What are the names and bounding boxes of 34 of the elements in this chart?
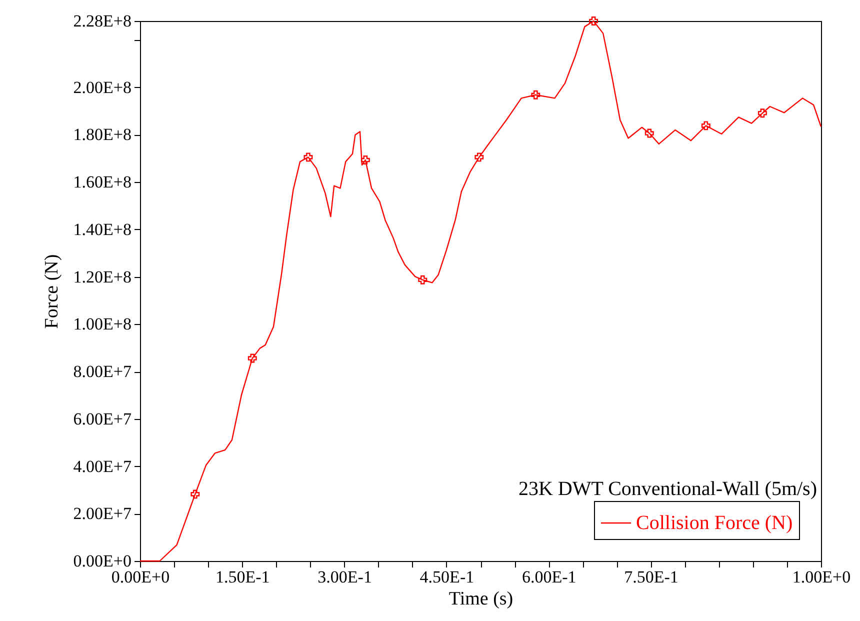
x-axis-title: Time (s): [448, 588, 514, 610]
x-tick-label: 7.50E-1: [624, 568, 678, 586]
point: [531, 90, 540, 100]
point: [589, 16, 598, 26]
y-tick-label: 2.28E+8: [73, 12, 132, 30]
y-tick-label: 2.00E+7: [73, 504, 132, 524]
y-tick-label: 6.00E+7: [73, 409, 132, 428]
legend-label: Collision Force (N): [636, 512, 793, 534]
x-tick-label: 4.50E-1: [420, 568, 474, 586]
y-tick-label: 2.00E+8: [73, 78, 132, 97]
y-tick-label: 0.00E+0: [73, 552, 132, 570]
point: [248, 354, 257, 363]
annotation: 23K DWT Conventional-Wall (5m/s): [518, 478, 817, 500]
x-tick-label: 6.00E-1: [522, 568, 576, 586]
y-tick-label: 1.80E+8: [73, 125, 132, 144]
y-tick-label: 4.00E+7: [73, 456, 132, 476]
point: [474, 152, 484, 162]
y-tick-label: 1.60E+8: [73, 172, 132, 192]
y-tick-label: 1.40E+8: [73, 220, 132, 239]
y-tick-label: 1.20E+8: [73, 267, 132, 286]
y-tick-label: 8.00E+7: [73, 362, 132, 382]
y-tick-label: 1.00E+8: [73, 314, 132, 334]
point: [644, 128, 654, 138]
y-axis-title: Force (N): [41, 254, 62, 329]
point: [418, 275, 428, 284]
point: [701, 121, 710, 130]
point: [304, 152, 313, 162]
x-tick-label: 1.50E-1: [216, 568, 270, 586]
point: [758, 108, 767, 118]
x-tick-label: 0.00E+0: [111, 568, 170, 586]
x-tick-label: 3.00E-1: [318, 568, 372, 586]
x-tick-label: 1.00E+0: [792, 568, 851, 586]
point: [190, 490, 200, 499]
point: [360, 156, 370, 164]
